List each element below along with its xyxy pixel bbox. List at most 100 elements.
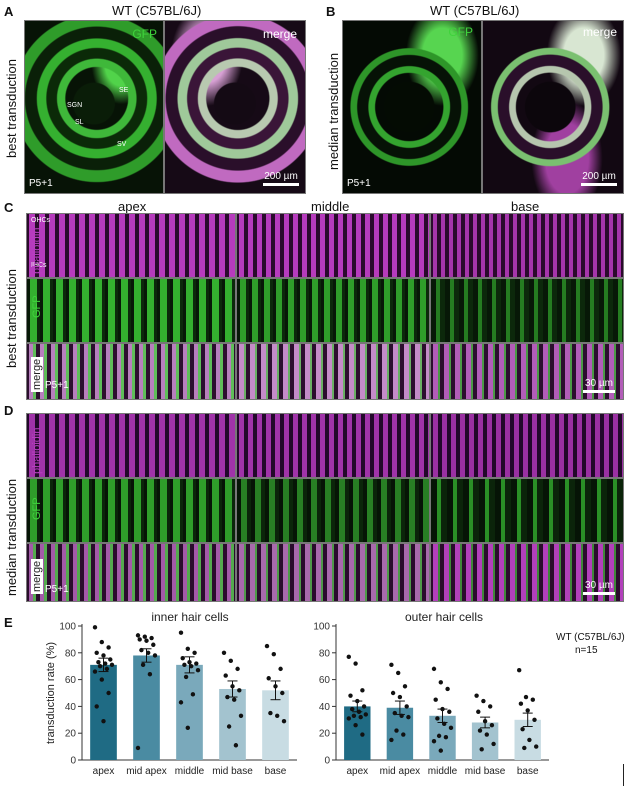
ohc-data-point <box>351 713 357 718</box>
sl-label: SL <box>75 119 84 126</box>
ihc-data-point <box>104 666 110 672</box>
ohc-data-point <box>360 732 365 737</box>
c-row-phalloidin-label: phalloidin <box>31 227 43 274</box>
panel-a-gfp-image: GFP SGN SE SL SV P5+1 <box>24 20 164 194</box>
ihc-data-point <box>225 694 230 700</box>
panel-a-merge-label: merge <box>262 27 297 41</box>
ihc-data-point <box>99 639 105 645</box>
ihc-bar <box>176 664 203 760</box>
panel-e-charts: inner hair cells020406080100transduction… <box>45 610 549 777</box>
ohc-data-point <box>346 716 351 721</box>
ihc-data-point <box>238 713 244 718</box>
ohc-data-point <box>443 735 449 740</box>
ihc-bar <box>262 690 289 760</box>
ohc-data-point <box>358 714 363 720</box>
ohc-data-point <box>447 709 452 714</box>
ohc-data-point <box>482 718 488 724</box>
ihc-data-point <box>142 634 147 639</box>
d-row-gfp-label: GFP <box>31 497 43 520</box>
ohc-data-point <box>517 668 522 673</box>
c-merge-middle <box>236 343 430 400</box>
ohc-data-point <box>431 666 437 672</box>
ihc-data-point <box>140 662 146 668</box>
d-merge-middle <box>236 543 430 602</box>
ohc-data-point <box>389 737 394 743</box>
d-phalloidin-base <box>430 413 624 478</box>
panel-c-row-label: best transduction <box>4 268 19 368</box>
ihc-data-point <box>264 643 270 649</box>
ohc-category-label: middle <box>428 766 458 777</box>
ohc-data-point <box>355 698 360 704</box>
ihc-data-point <box>106 690 111 696</box>
c-gfp-base <box>430 278 624 343</box>
ihc-data-point <box>101 718 106 724</box>
ihc-data-point <box>273 684 278 689</box>
ohc-y-tick-label: 20 <box>319 729 331 740</box>
ohc-data-point <box>361 704 367 709</box>
ihc-data-point <box>97 664 103 669</box>
ohc-data-point <box>392 710 397 716</box>
ihc-data-point <box>135 745 141 751</box>
panel-b-gfp-image: GFP P5+1 <box>342 20 482 194</box>
ohc-data-point <box>489 722 495 728</box>
ihc-y-tick-label: 80 <box>65 648 77 659</box>
ihc-data-point <box>228 658 233 664</box>
ohc-data-point <box>477 728 483 733</box>
ihc-data-point <box>221 650 227 655</box>
panel-e-letter: E <box>4 615 13 630</box>
ohc-data-point <box>518 701 524 706</box>
panel-b-scale-bar: 200 µm <box>581 171 617 186</box>
ohc-data-point <box>406 714 411 720</box>
panel-d-letter: D <box>4 403 14 418</box>
ihc-data-point <box>106 645 111 650</box>
ihc-data-point <box>94 704 99 709</box>
ihc-data-point <box>183 674 189 680</box>
ihc-y-label: transduction rate (%) <box>45 642 57 744</box>
ihc-data-point <box>146 650 151 655</box>
panel-b-title: WT (C57BL/6J) <box>430 3 520 18</box>
ihc-y-tick-label: 40 <box>65 702 77 713</box>
ihc-y-tick-label: 100 <box>59 622 76 633</box>
ihc-data-point <box>190 692 196 697</box>
ihc-data-point <box>147 672 153 677</box>
c-merge-base: 30 µm <box>430 343 624 400</box>
ihc-data-point <box>278 666 283 672</box>
ihc-category-label: mid apex <box>126 766 167 777</box>
ohc-data-point <box>433 697 438 702</box>
ihc-data-point <box>103 661 108 666</box>
ohc-data-point <box>394 728 399 733</box>
ohc-data-point <box>525 708 530 713</box>
ohc-data-point <box>402 684 408 689</box>
ihc-data-point <box>178 700 184 705</box>
ihc-category-label: middle <box>175 766 205 777</box>
ihc-data-point <box>94 650 99 655</box>
ohc-data-point <box>346 654 351 660</box>
ihc-data-point <box>92 669 98 674</box>
panel-b-scale-label: 200 µm <box>582 171 616 182</box>
ohc-y-tick-label: 40 <box>319 702 331 713</box>
ohc-data-point <box>389 662 394 668</box>
ohc-y-tick-label: 80 <box>319 648 331 659</box>
ihc-data-point <box>139 647 144 653</box>
panel-a-scale-bar: 200 µm <box>263 171 299 186</box>
column-base: base <box>511 199 540 214</box>
ohc-data-point <box>399 713 404 718</box>
n-label: n=15 <box>575 645 598 656</box>
ihc-data-point <box>96 659 101 665</box>
ohc-data-point <box>488 704 493 709</box>
edge-marker <box>623 764 624 786</box>
ihc-category-label: base <box>265 766 287 777</box>
ohc-y-tick-label: 0 <box>324 756 330 767</box>
panel-c-scale-label: 30 µm <box>585 378 613 389</box>
c-phalloidin-apex <box>26 213 236 278</box>
d-merge-apex: P5+1 <box>26 543 236 602</box>
ohc-data-point <box>360 688 365 693</box>
ihc-data-point <box>137 637 142 642</box>
panel-c-age: P5+1 <box>45 380 69 391</box>
ohc-data-point <box>445 686 450 692</box>
ohc-category-label: mid base <box>465 766 506 777</box>
ohc-data-point <box>348 693 353 698</box>
ihc-data-point <box>108 657 113 662</box>
ihc-data-point <box>149 635 154 641</box>
ohc-data-point <box>523 694 529 700</box>
